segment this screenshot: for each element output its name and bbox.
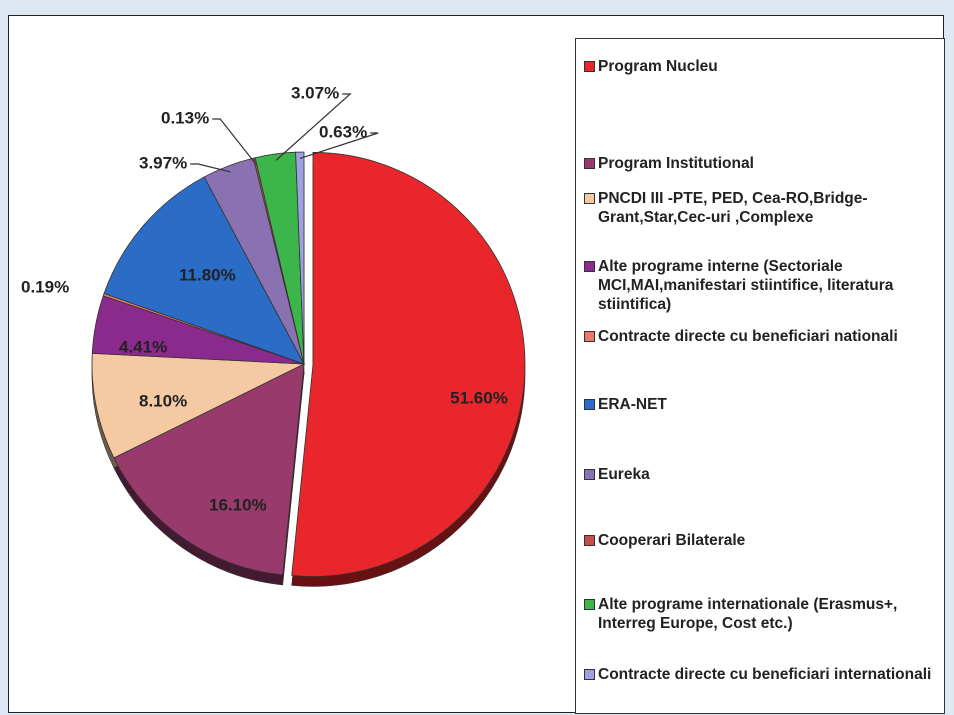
legend-item: Contracte directe cu beneficiari interna… — [584, 665, 943, 684]
data-label: 0.19% — [21, 277, 69, 296]
leader-line — [190, 163, 231, 173]
legend-item: PNCDI III -PTE, PED, Cea-RO,Bridge-Grant… — [584, 189, 943, 227]
data-label: 51.60% — [450, 388, 508, 407]
data-label: 3.97% — [139, 153, 187, 172]
legend-item: Eureka — [584, 465, 943, 484]
data-label: 0.13% — [161, 108, 209, 127]
pie-chart: 51.60% 16.10% 8.10% 4.41% 0.19% 11.80% 3.97% 0.… — [21, 83, 526, 587]
legend-item: ERA-NET — [584, 395, 943, 414]
data-label: 3.07% — [291, 83, 339, 102]
legend-label: Alte programe internationale (Erasmus+, … — [598, 596, 898, 632]
data-label: 16.10% — [209, 495, 267, 514]
legend-swatch — [584, 669, 595, 680]
legend-swatch — [584, 331, 595, 342]
legend-item: Program Nucleu — [584, 57, 943, 76]
slice — [91, 352, 306, 459]
data-label: 8.10% — [139, 391, 187, 410]
leader-line — [212, 118, 257, 165]
legend-item: Program Institutional — [584, 154, 943, 173]
legend-swatch — [584, 469, 595, 480]
legend-label: Program Nucleu — [598, 58, 718, 75]
legend-swatch — [584, 61, 595, 72]
data-label: 11.80% — [179, 265, 236, 284]
legend: Program Nucleu Program Institutional PNCDI… — [575, 38, 945, 714]
slice — [113, 363, 305, 576]
slice — [295, 151, 305, 365]
legend-label: Program Institutional — [598, 155, 754, 172]
data-label: 0.63% — [319, 122, 367, 141]
legend-swatch — [584, 399, 595, 410]
legend-swatch — [584, 193, 595, 204]
legend-item: Contracte directe cu beneficiari nationa… — [584, 327, 943, 346]
legend-item: Alte programe interne (Sectoriale MCI,MA… — [584, 257, 943, 314]
data-label: 4.41% — [119, 337, 167, 356]
legend-label: PNCDI III -PTE, PED, Cea-RO,Bridge-Grant… — [598, 190, 868, 226]
slice — [103, 176, 305, 365]
legend-label: Contracte directe cu beneficiari interna… — [598, 666, 932, 683]
legend-label: Cooperari Bilaterale — [598, 532, 746, 549]
leader-line — [299, 132, 379, 159]
legend-swatch — [584, 599, 595, 610]
legend-label: Alte programe interne (Sectoriale MCI,MA… — [598, 258, 894, 313]
legend-item: Alte programe internationale (Erasmus+, … — [584, 595, 943, 633]
chart-frame: 51.60% 16.10% 8.10% 4.41% 0.19% 11.80% 3.97% 0.… — [8, 15, 945, 714]
legend-swatch — [584, 158, 595, 169]
legend-label: Contracte directe cu beneficiari nationa… — [598, 328, 898, 345]
legend-swatch — [584, 261, 595, 272]
slice — [291, 152, 526, 577]
legend-label: ERA-NET — [598, 396, 667, 413]
leader-line — [275, 93, 352, 161]
legend-label: Eureka — [598, 466, 650, 483]
legend-item: Cooperari Bilaterale — [584, 531, 943, 550]
legend-swatch — [584, 535, 595, 546]
